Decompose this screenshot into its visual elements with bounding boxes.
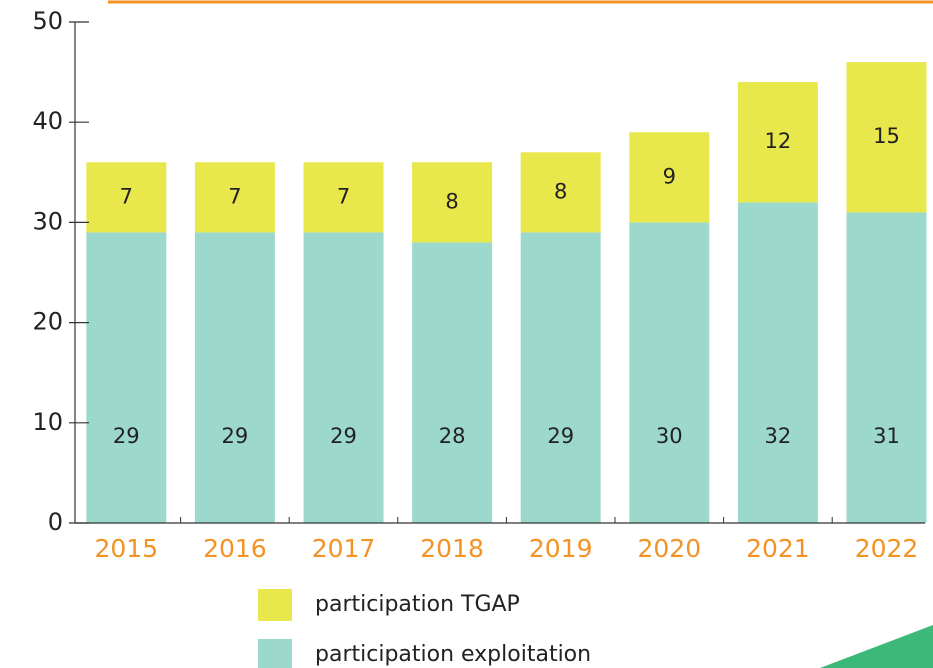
x-tick-label: 2019 [529, 534, 593, 563]
value-label: 15 [873, 124, 900, 148]
value-label: 9 [663, 164, 676, 188]
x-tick-label: 2017 [312, 534, 376, 563]
x-tick-label: 2020 [637, 534, 701, 563]
x-tick-label: 2022 [855, 534, 919, 563]
bar-segment [412, 162, 493, 243]
value-label: 32 [765, 424, 792, 448]
value-label: 7 [228, 184, 241, 208]
bar-segment [194, 162, 275, 233]
value-label: 7 [120, 184, 133, 208]
value-label: 29 [330, 424, 357, 448]
bar-segment [303, 162, 384, 233]
bar-segment [846, 62, 927, 213]
bar-segment [194, 232, 275, 524]
y-tick-label: 20 [32, 308, 63, 336]
value-label: 31 [873, 424, 900, 448]
x-tick-label: 2016 [203, 534, 267, 563]
bar-segment [737, 202, 818, 524]
y-tick-label: 50 [32, 7, 63, 35]
bar-segment [520, 152, 601, 233]
y-tick-label: 10 [32, 408, 63, 436]
y-tick-label: 40 [32, 107, 63, 135]
legend-swatch [258, 639, 292, 668]
value-label: 8 [554, 179, 567, 203]
legend-label: participation TGAP [315, 592, 520, 617]
value-label: 28 [439, 424, 466, 448]
bar-segment [412, 242, 493, 523]
value-label: 12 [765, 129, 792, 153]
legend-swatch [258, 589, 292, 621]
value-label: 7 [337, 184, 350, 208]
corner-decoration [820, 625, 933, 668]
value-label: 29 [222, 424, 249, 448]
y-tick-label: 0 [48, 508, 63, 536]
value-label: 29 [113, 424, 140, 448]
bar-segment [629, 222, 710, 523]
bar-segment [846, 212, 927, 523]
bar-segment [303, 232, 384, 524]
bar-segment [737, 82, 818, 203]
legend-label: participation exploitation [315, 642, 591, 667]
x-tick-label: 2021 [746, 534, 810, 563]
x-tick-label: 2018 [420, 534, 484, 563]
x-tick-label: 2015 [94, 534, 158, 563]
value-label: 29 [547, 424, 574, 448]
bar-segment [86, 162, 167, 233]
bar-segment [629, 132, 710, 223]
bar-segment [520, 232, 601, 524]
value-label: 8 [445, 189, 458, 213]
y-tick-label: 30 [32, 207, 63, 235]
bar-segment [86, 232, 167, 524]
value-label: 30 [656, 424, 683, 448]
